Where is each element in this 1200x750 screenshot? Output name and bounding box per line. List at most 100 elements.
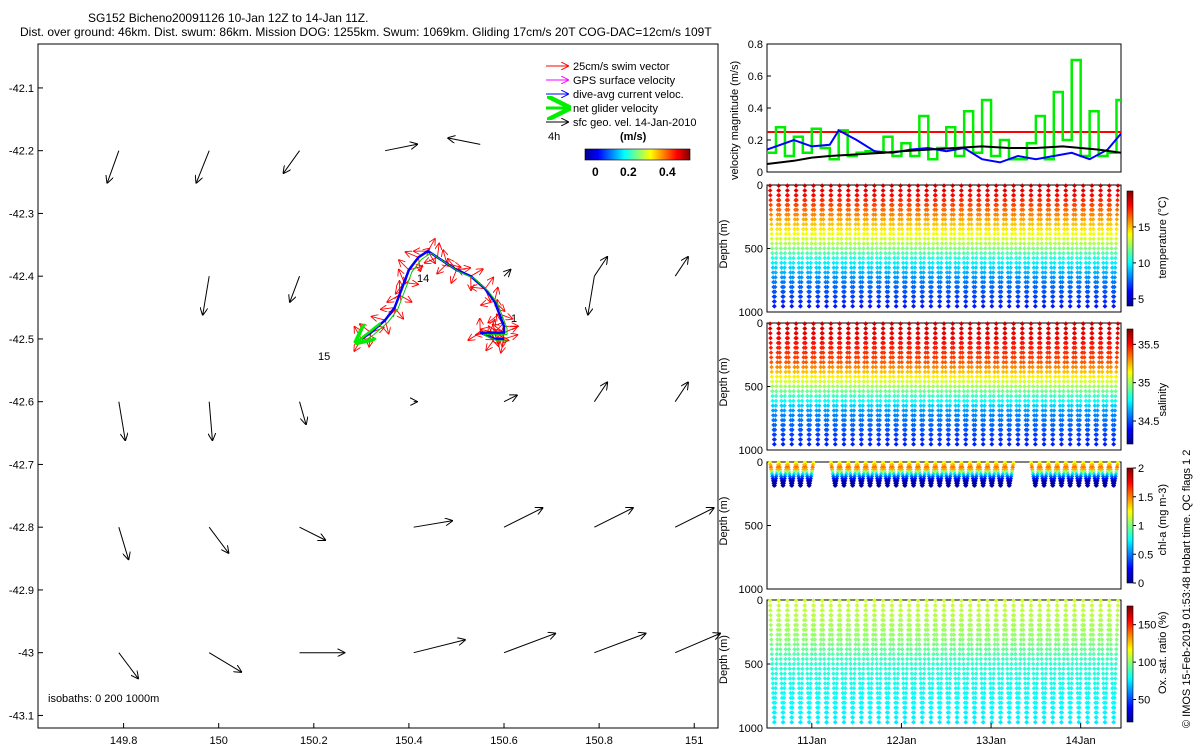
section-point — [782, 255, 788, 261]
section-y-tick-label: 500 — [745, 382, 763, 394]
section-point — [834, 270, 839, 275]
geo-vector — [675, 633, 720, 654]
section-point — [770, 255, 775, 261]
geo-vector — [674, 382, 688, 402]
section-point — [831, 255, 836, 261]
section-point — [843, 265, 848, 270]
section-point — [833, 289, 839, 295]
section-y-tick-label: 500 — [745, 244, 763, 256]
section-y-tick-label: 0 — [757, 318, 763, 330]
map-y-tick-label: -42.6 — [9, 397, 34, 409]
section-colorbar — [1126, 328, 1134, 445]
legend-gps-label: GPS surface velocity — [573, 75, 676, 87]
geo-vector — [208, 652, 241, 672]
geo-vector — [299, 526, 326, 540]
legend-net-label: net glider velocity — [573, 103, 658, 115]
section-point — [816, 279, 822, 285]
swim-vector — [399, 294, 411, 302]
map-y-tick-label: -42.3 — [9, 208, 34, 220]
section-point — [805, 265, 810, 270]
geo-vector — [107, 150, 120, 183]
colorbar-tick-label: 15 — [1138, 222, 1150, 234]
section-point — [798, 294, 804, 299]
colorbar-tick-label: 35 — [1138, 378, 1150, 390]
section-point — [851, 265, 857, 270]
geo-vector — [503, 508, 542, 528]
map-y-tick-label: -43 — [18, 648, 34, 660]
section-y-tick-label: 500 — [745, 521, 763, 533]
section-point — [825, 270, 831, 275]
section-point — [813, 255, 819, 261]
section-point — [833, 294, 839, 299]
section-point — [790, 265, 796, 270]
section-point — [848, 260, 854, 266]
section-point — [787, 265, 793, 270]
section-point — [825, 279, 830, 285]
map-x-tick-label: 150.2 — [300, 735, 328, 747]
section-point — [781, 279, 787, 285]
section-point — [831, 270, 837, 275]
map-legend: 25cm/s swim vector GPS surface velocity … — [546, 61, 697, 129]
section-point — [773, 265, 779, 270]
geo-vector — [385, 144, 417, 152]
section-point — [788, 270, 793, 275]
swim-vector — [387, 294, 400, 302]
geo-vector — [593, 257, 607, 277]
section-point — [840, 275, 846, 280]
map-x-tick-label: 149.8 — [110, 735, 138, 747]
section-point — [815, 304, 821, 309]
section-point — [816, 289, 821, 295]
swim-vector — [385, 319, 389, 334]
section-point — [842, 275, 848, 280]
section-point — [817, 265, 822, 270]
geo-vector — [448, 138, 481, 145]
section-point — [788, 275, 793, 280]
section-point — [808, 255, 814, 261]
section-point — [773, 260, 779, 266]
geo-vector — [593, 382, 607, 402]
section-point — [770, 275, 776, 280]
section-y-tick-label: 0 — [757, 180, 763, 192]
map-frame — [37, 43, 719, 729]
section-point — [789, 304, 795, 309]
section-point — [833, 299, 838, 304]
section-point — [822, 265, 828, 270]
section-point — [799, 284, 804, 290]
geo-vector — [203, 276, 210, 314]
section-point — [782, 265, 787, 270]
section-point — [834, 260, 840, 266]
section-point — [789, 299, 795, 304]
legend-swim-label: 25cm/s swim vector — [573, 61, 670, 73]
section-point — [800, 255, 805, 261]
legend-geo-label: sfc geo. vel. 14-Jan-2010 — [573, 117, 697, 129]
section-point — [805, 275, 811, 280]
net-glider-arrow — [357, 322, 382, 342]
section-point — [799, 260, 805, 266]
map-colorbar-tick-0: 0 — [592, 165, 599, 179]
section-point — [781, 294, 786, 299]
section-point — [807, 294, 812, 299]
section-point — [789, 294, 795, 299]
swim-vector — [437, 243, 439, 258]
section-point — [798, 304, 803, 309]
section-point — [843, 270, 848, 275]
geo-vector — [503, 395, 517, 403]
section-point — [781, 299, 786, 304]
title-line-2: Dist. over ground: 46km. Dist. swum: 86k… — [20, 25, 712, 39]
section-point — [807, 284, 813, 290]
section-point — [782, 260, 787, 266]
map-y-tick-label: -42.9 — [9, 585, 34, 597]
section-point — [796, 270, 802, 275]
section-point — [843, 255, 849, 261]
section-point — [778, 255, 784, 261]
section-point — [822, 270, 828, 275]
geo-vector — [504, 270, 510, 276]
section-ylabel: Depth (m) — [718, 358, 730, 407]
velocity-y-tick-label: 0.2 — [748, 135, 763, 147]
section-point — [773, 270, 778, 275]
day-label-15: 15 — [318, 351, 330, 363]
section-point — [842, 279, 848, 285]
isobaths-label: isobaths: 0 200 1000m — [48, 693, 159, 705]
